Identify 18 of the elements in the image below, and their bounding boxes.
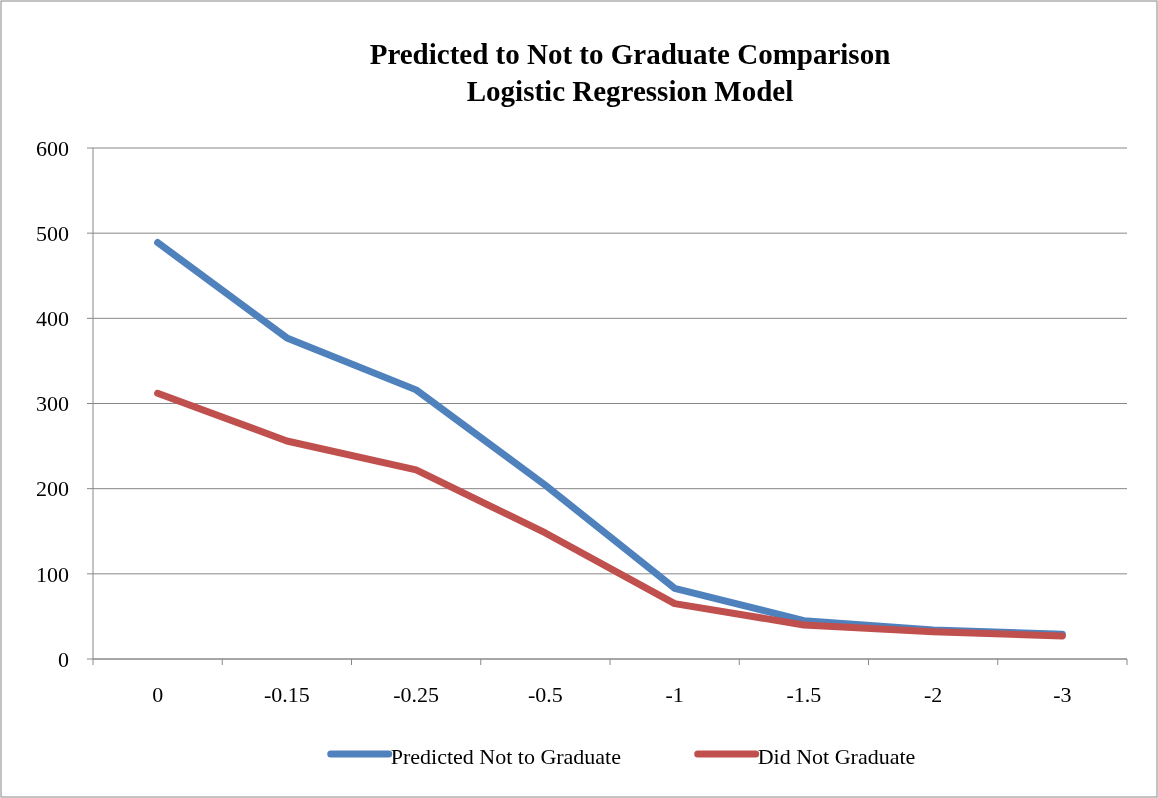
- y-tick-label: 0: [58, 646, 69, 672]
- x-tick-label: -2: [923, 682, 943, 707]
- y-tick-label: 500: [36, 220, 69, 246]
- legend-label: Did Not Graduate: [757, 743, 916, 769]
- y-tick-label: 300: [36, 391, 69, 417]
- x-tick-label: -0.15: [263, 682, 310, 707]
- legend-label: Predicted Not to Graduate: [390, 743, 622, 769]
- y-tick-label: 100: [36, 561, 69, 587]
- x-tick-label: -1: [665, 682, 684, 707]
- y-tick-label: 400: [36, 306, 69, 332]
- x-tick-label: -1.5: [786, 682, 822, 707]
- x-tick-label: -0.25: [393, 682, 440, 707]
- x-tick-label: -0.5: [527, 682, 563, 707]
- x-tick-label: 0: [152, 682, 164, 707]
- y-tick-label: 600: [36, 135, 69, 161]
- x-tick-label: -3: [1053, 682, 1072, 707]
- chart-title: Predicted to Not to Graduate Comparison Logistic Regression Model: [369, 38, 891, 107]
- y-tick-label: 200: [36, 476, 69, 502]
